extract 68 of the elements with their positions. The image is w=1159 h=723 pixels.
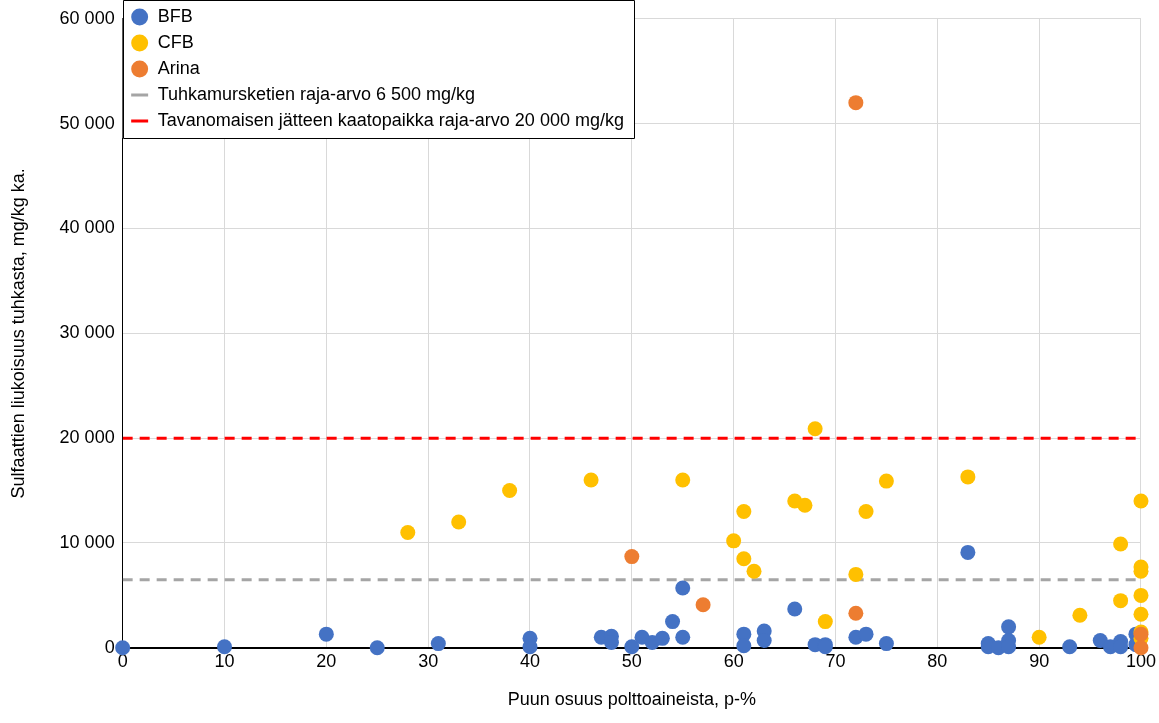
x-tick-label: 30 xyxy=(418,650,439,671)
point xyxy=(817,614,833,630)
point xyxy=(848,566,864,582)
point xyxy=(1133,587,1149,603)
point xyxy=(665,614,681,630)
legend-label: Arina xyxy=(157,57,201,78)
point xyxy=(654,630,670,646)
point xyxy=(1062,639,1078,655)
x-tick-label: 60 xyxy=(723,650,744,671)
point xyxy=(746,563,762,579)
point xyxy=(736,551,752,567)
x-axis-title: Puun osuus polttoaineista, p-% xyxy=(507,689,756,710)
point xyxy=(502,483,518,499)
point xyxy=(797,497,813,513)
point xyxy=(960,469,976,485)
point xyxy=(624,549,640,565)
point xyxy=(216,639,232,655)
point xyxy=(878,636,894,652)
legend-label: Tuhkamursketien raja-arvo 6 500 mg/kg xyxy=(157,83,476,104)
point xyxy=(858,504,874,520)
point xyxy=(369,640,385,656)
point xyxy=(675,472,691,488)
x-tick-label: 50 xyxy=(621,650,642,671)
point xyxy=(1072,607,1088,623)
y-axis-title: Sulfaattien liukoisuus tuhkasta, mg/kg ka. xyxy=(7,168,28,499)
point xyxy=(878,473,894,489)
x-tick-label: 10 xyxy=(214,650,235,671)
y-tick-label: 50 000 xyxy=(59,112,115,133)
point xyxy=(400,524,416,540)
point xyxy=(1001,619,1017,635)
x-tick-label: 20 xyxy=(316,650,337,671)
point xyxy=(736,504,752,520)
point xyxy=(430,636,446,652)
y-tick-label: 60 000 xyxy=(59,7,115,28)
x-tick-label: 40 xyxy=(519,650,540,671)
y-tick-label: 10 000 xyxy=(59,531,115,552)
point xyxy=(624,639,640,655)
point xyxy=(1113,593,1129,609)
point xyxy=(1133,493,1149,509)
x-tick-label: 80 xyxy=(927,650,948,671)
point xyxy=(848,605,864,621)
y-tick-label: 0 xyxy=(104,636,115,657)
point xyxy=(583,472,599,488)
point xyxy=(848,95,864,111)
point xyxy=(675,580,691,596)
legend-label: CFB xyxy=(157,31,194,52)
legend-label: BFB xyxy=(157,5,193,26)
point xyxy=(675,629,691,645)
point xyxy=(115,640,131,656)
point xyxy=(451,514,467,530)
x-tick-label: 90 xyxy=(1029,650,1050,671)
y-tick-label: 20 000 xyxy=(59,427,115,448)
point xyxy=(318,626,334,642)
x-tick-label: 70 xyxy=(825,650,846,671)
legend-label: Tavanomaisen jätteen kaatopaikka raja-arvo 20 000 mg/kg xyxy=(157,109,624,130)
y-tick-label: 30 000 xyxy=(59,322,115,343)
x-tick-label: 100 xyxy=(1125,650,1157,671)
point xyxy=(736,638,752,654)
point xyxy=(787,601,803,617)
y-tick-label: 40 000 xyxy=(59,217,115,238)
point xyxy=(858,626,874,642)
point xyxy=(695,597,711,613)
point xyxy=(1031,629,1047,645)
point xyxy=(807,421,823,437)
point xyxy=(960,544,976,560)
point xyxy=(1113,536,1129,552)
point xyxy=(726,533,742,549)
point xyxy=(1133,606,1149,622)
